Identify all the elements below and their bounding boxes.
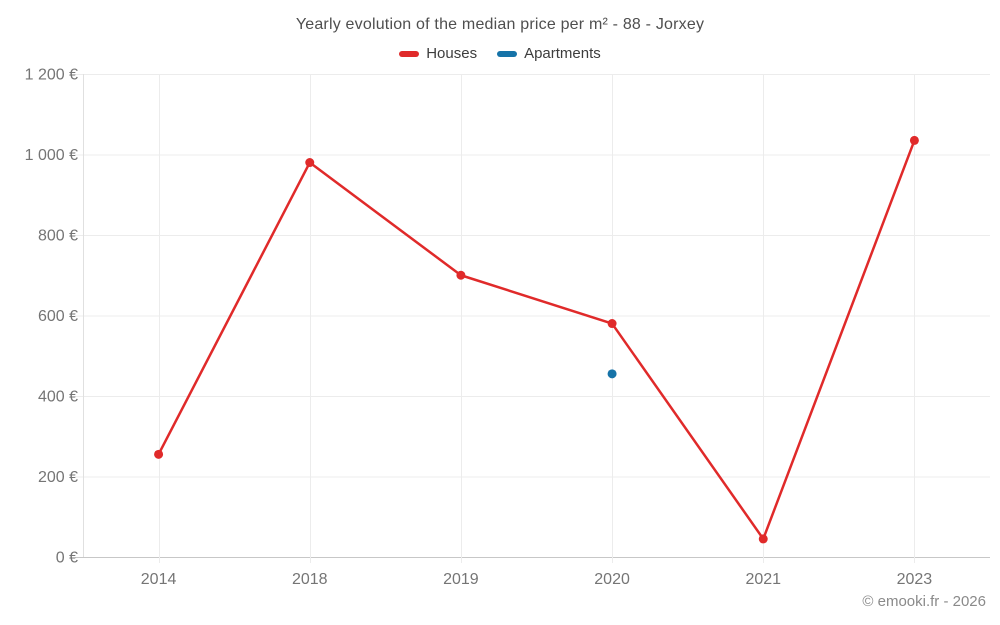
data-point-houses-2021[interactable]	[758, 534, 768, 544]
legend-label: Houses	[426, 45, 478, 62]
x-axis-label: 2019	[443, 571, 479, 588]
series-line-houses	[157, 139, 916, 541]
x-axis-label: 2014	[141, 571, 177, 588]
data-point-houses-2018[interactable]	[305, 158, 315, 168]
x-axis-label: 2020	[594, 571, 630, 588]
y-axis-label: 1 200 €	[25, 67, 78, 84]
data-point-houses-2023[interactable]	[909, 135, 919, 145]
legend-swatch-icon	[497, 50, 518, 57]
y-axis-label: 400 €	[38, 389, 78, 406]
legend-item-apartments[interactable]: Apartments	[497, 45, 601, 62]
legend: Houses Apartments	[0, 45, 1000, 62]
data-point-houses-2019[interactable]	[456, 270, 466, 280]
x-axis-label: 2021	[745, 571, 781, 588]
data-point-apartments-2020[interactable]	[607, 369, 617, 379]
y-axis-label: 600 €	[38, 308, 78, 325]
legend-item-houses[interactable]: Houses	[399, 45, 477, 62]
chart-title: Yearly evolution of the median price per…	[295, 16, 705, 33]
data-point-houses-2020[interactable]	[607, 319, 617, 329]
data-point-houses-2014[interactable]	[154, 449, 164, 459]
x-axis-label: 2023	[897, 571, 933, 588]
y-axis-label: 800 €	[38, 228, 78, 245]
y-axis-label: 200 €	[38, 469, 78, 486]
legend-label: Apartments	[524, 45, 601, 62]
y-axis-label: 1 000 €	[25, 147, 78, 164]
legend-swatch-icon	[399, 50, 420, 57]
y-axis-label: 0 €	[56, 550, 78, 567]
x-axis-label: 2018	[292, 571, 328, 588]
copyright-credit: © emooki.fr - 2026	[862, 593, 986, 610]
